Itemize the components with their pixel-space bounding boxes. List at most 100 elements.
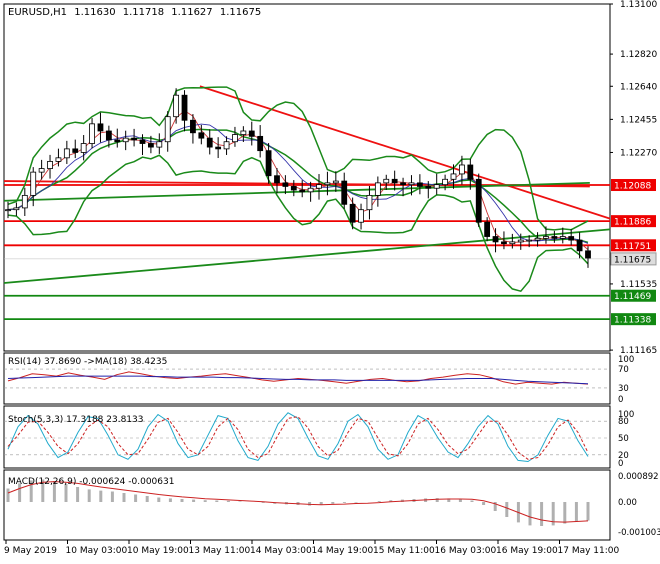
moving-averages: [7, 110, 589, 250]
time-tick-label: 14 May 19:00: [312, 546, 374, 556]
candle-body: [324, 182, 331, 186]
candle-body: [416, 182, 423, 187]
level-badge-1.11338: [611, 313, 656, 326]
candle-body: [97, 123, 104, 132]
candle-body: [534, 237, 541, 241]
candle-body: [240, 130, 247, 135]
candle-body: [139, 139, 146, 144]
time-tick-label: 16 May 19:00: [496, 546, 558, 556]
macd-label: MACD(12,26,9) -0.000624 -0.000631: [8, 477, 174, 487]
time-tick-label: 10 May 03:00: [66, 546, 128, 556]
header-open: 1.11630: [74, 7, 115, 18]
candle-body: [257, 135, 264, 152]
time-axis: 9 May 2019 10 May 03:00 10 May 19:00 13 May…: [4, 540, 619, 556]
macd-tick-label: 0.00: [618, 498, 637, 508]
panel-tick-label: 0: [618, 459, 623, 469]
candle-body: [374, 182, 381, 196]
candle-body: [290, 186, 297, 191]
level-badge-label: 1.12088: [614, 182, 651, 192]
current-price-label: 1.11675: [614, 255, 651, 265]
level-badge-1.11886: [611, 215, 656, 228]
panel-tick-label: 80: [618, 417, 629, 427]
candle-body: [425, 186, 432, 189]
series-signal: [7, 416, 589, 460]
current-price-badge: [610, 252, 657, 266]
candle-body: [206, 137, 213, 148]
price-tick-label: 1.12455: [620, 115, 657, 125]
candle-body: [122, 137, 129, 143]
series-rsi-14-: [7, 371, 589, 385]
price-tick-label: 1.12640: [620, 82, 657, 92]
time-tick-label: 15 May 11:00: [373, 546, 435, 556]
candle-body: [89, 123, 95, 144]
bollinger-lower: [7, 154, 589, 293]
candle-body: [198, 132, 205, 139]
candle-body: [349, 203, 356, 223]
stoch-panel-frame: [3, 405, 611, 469]
level-badge-1.11751: [611, 239, 656, 252]
candle-body: [181, 94, 188, 121]
candle-body: [526, 239, 533, 242]
time-tick-label: 17 May 11:00: [558, 546, 620, 556]
candle-body: [332, 180, 339, 184]
candle-body: [299, 189, 306, 193]
candle-body: [21, 194, 28, 209]
series-main: [7, 412, 589, 463]
candle-body: [55, 157, 62, 162]
candle-body: [173, 94, 180, 118]
candle-body: [80, 143, 87, 153]
header-high: 1.11718: [123, 7, 164, 18]
candle-body: [131, 137, 137, 141]
candle-body: [147, 143, 154, 148]
panel-tick-label: 100: [618, 355, 634, 365]
panel-tick-label: 0: [618, 395, 623, 405]
panel-tick-label: 100: [618, 410, 634, 420]
macd-tick-label: 0.000892: [618, 472, 659, 482]
header-close: 1.11675: [220, 7, 261, 18]
header-symbol: EURUSD,H1: [8, 7, 67, 18]
trendline-green: [3, 228, 611, 284]
candle-body: [265, 150, 272, 177]
price-tick-label: 1.13100: [620, 0, 657, 10]
candle-body: [576, 239, 583, 252]
candle-body: [517, 239, 524, 243]
price-tick-label: 1.12270: [620, 148, 657, 158]
trendline-green: [3, 181, 590, 202]
level-badge-label: 1.11469: [614, 292, 651, 302]
candle-body: [391, 178, 398, 184]
time-tick-label: 14 May 03:00: [250, 546, 312, 556]
candle-body: [551, 236, 558, 239]
bollinger-bands: [7, 86, 589, 293]
ma-fast: [7, 110, 589, 250]
candle-body: [105, 130, 112, 141]
price-tick-label: 1.11165: [620, 346, 657, 356]
candle-body: [383, 178, 390, 184]
macd-tick-label: -0.001003: [618, 528, 660, 538]
candle-body: [282, 182, 289, 187]
candle-body: [274, 175, 280, 184]
price-tick-label: 1.11535: [620, 280, 657, 290]
candle-body: [114, 139, 121, 143]
candle-body: [5, 209, 11, 212]
candles: [5, 88, 591, 268]
candle-body: [559, 236, 566, 239]
panel-tick-label: 30: [618, 384, 629, 394]
candle-body: [585, 250, 591, 259]
rsi-panel-frame: [3, 352, 611, 405]
candle-body: [156, 141, 163, 148]
panel-tick-label: 50: [618, 434, 629, 444]
candle-body: [459, 164, 465, 175]
time-tick-label: 10 May 19:00: [127, 546, 189, 556]
time-tick-label: 13 May 11:00: [189, 546, 251, 556]
candle-body: [450, 173, 457, 180]
stoch-label: Stoch(5,3,3) 17.3188 23.8133: [8, 415, 143, 425]
level-badge-label: 1.11338: [614, 316, 651, 326]
candle-body: [358, 209, 364, 223]
candle-body: [492, 236, 499, 243]
candle-body: [30, 171, 37, 196]
candle-body: [400, 182, 406, 186]
candle-body: [501, 241, 507, 245]
